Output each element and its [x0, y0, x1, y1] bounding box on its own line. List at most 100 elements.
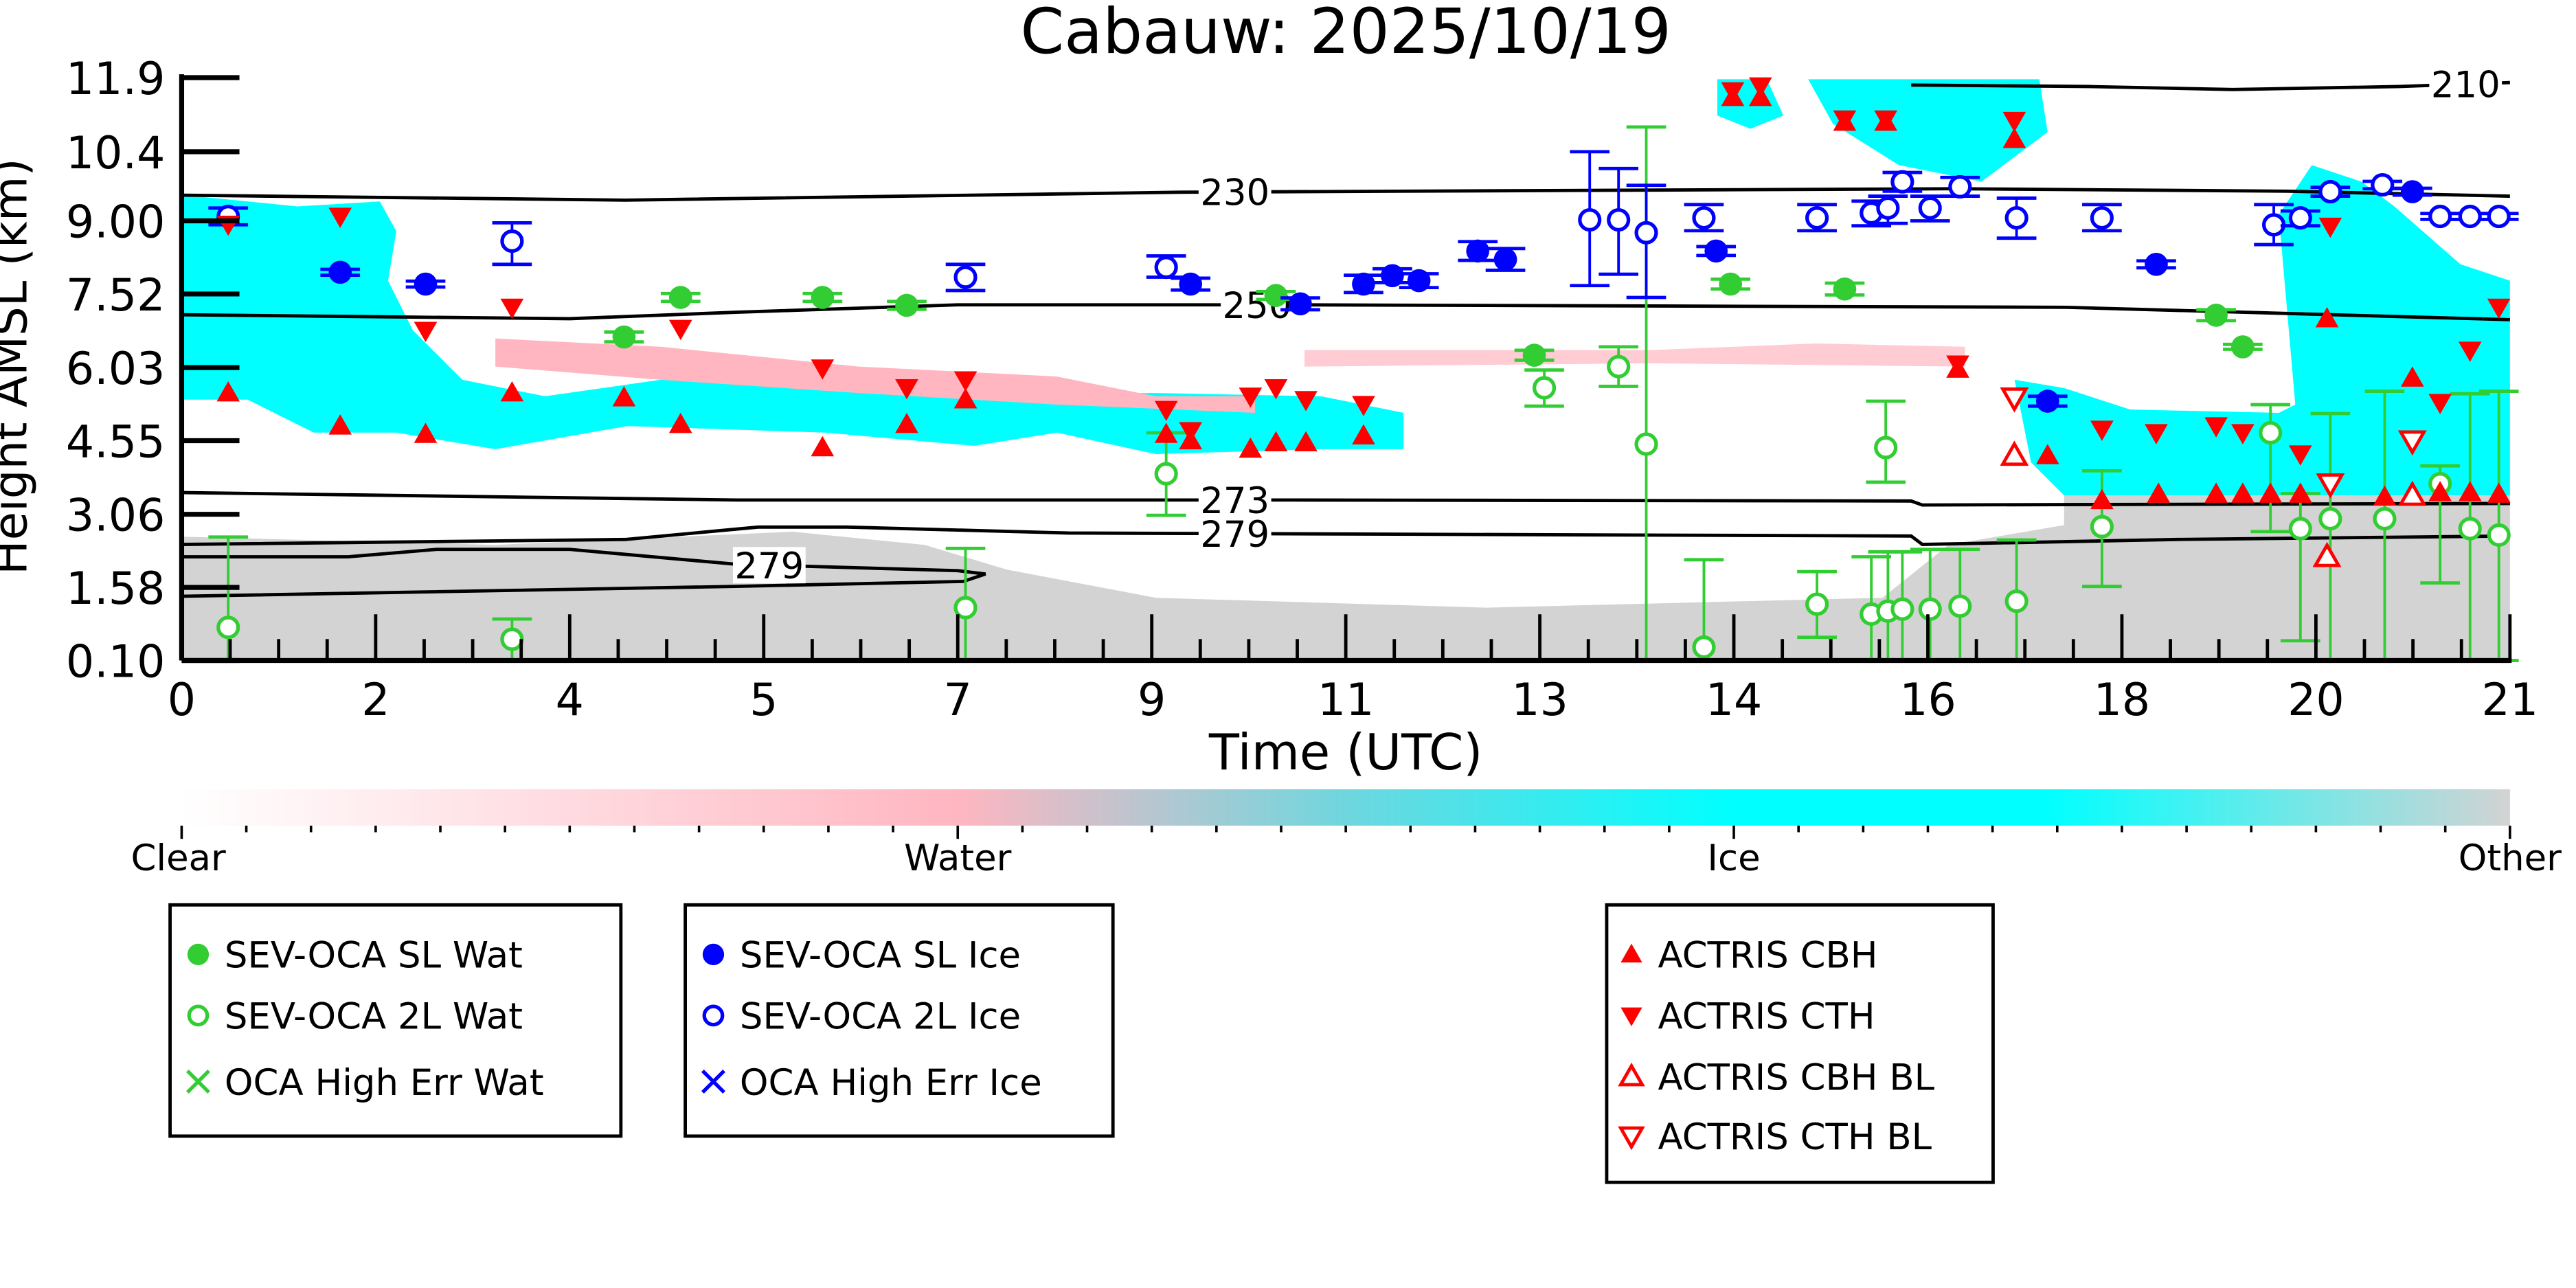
legend-label: SEV-OCA SL Ice — [740, 935, 1021, 977]
legend-actris-box — [1605, 903, 1995, 1184]
sev-oca-sl-ice-point — [1381, 264, 1404, 288]
legend-label: SEV-OCA SL Wat — [225, 935, 523, 977]
actris-cbh-point — [2373, 485, 2397, 506]
actris-cth-point — [328, 207, 352, 228]
sev-oca-sl-ice-point — [1352, 272, 1375, 296]
mask-ice-region — [181, 194, 1404, 455]
actris-cbh-point — [2231, 482, 2255, 503]
actris-cth-point — [2288, 445, 2312, 466]
sev-oca-2l-wat-point — [1154, 462, 1178, 486]
actris-cth-point — [2090, 420, 2114, 441]
y-tick-label: 10.4 — [66, 128, 165, 179]
sev-oca-sl-ice-point — [1466, 239, 1490, 263]
sev-oca-sl-wat-point — [895, 293, 918, 317]
y-tick-label: 11.9 — [66, 54, 165, 105]
contour-label: 230 — [1200, 172, 1269, 214]
sev-oca-2l-wat-point — [1874, 436, 1898, 460]
x-tick-label: 14 — [1706, 675, 1763, 726]
actris-cbh-point — [1264, 431, 1288, 452]
actris-cth-point — [2428, 394, 2452, 414]
sev-oca-2l-ice-point — [2458, 204, 2482, 229]
actris-cth-bl-point — [2397, 430, 2427, 456]
x-tick-label: 7 — [944, 675, 972, 726]
y-tick-label: 1.58 — [66, 563, 165, 615]
sev-oca-2l-ice-point — [2004, 206, 2029, 230]
actris-cbh-point — [811, 436, 835, 457]
actris-cth-point — [2002, 111, 2026, 133]
colorbar-label-ice: Ice — [1707, 837, 1760, 879]
actris-cth-point — [2204, 417, 2228, 438]
legend-marker-icon — [1620, 1007, 1642, 1026]
sev-oca-2l-wat-point — [1948, 594, 1972, 618]
sev-oca-sl-wat-point — [2204, 304, 2228, 327]
contour-label: 210 — [2431, 65, 2500, 106]
actris-cth-point — [2487, 298, 2511, 319]
sev-oca-2l-ice-point — [2487, 204, 2511, 229]
legend-marker-icon — [185, 1070, 210, 1094]
actris-cbh-point — [2487, 482, 2511, 503]
sev-oca-sl-ice-point — [1493, 247, 1517, 271]
actris-cth-point — [1239, 387, 1263, 408]
actris-cbh-point — [2204, 482, 2228, 503]
x-tick-label: 16 — [1899, 675, 1956, 726]
actris-cbh-point — [1352, 424, 1375, 444]
x-tick-label: 0 — [168, 675, 196, 726]
actris-cbh-bl-point — [2397, 480, 2427, 506]
sev-oca-2l-ice-point — [2288, 206, 2312, 230]
legend-label: ACTRIS CBH BL — [1658, 1057, 1934, 1099]
legend-label: OCA High Err Ice — [740, 1062, 1042, 1104]
legend-entries: SEV-OCA SL Wat SEV-OCA 2L Wat OCA High Err… — [185, 935, 1935, 1158]
sev-oca-2l-wat-point — [2318, 507, 2342, 531]
sev-oca-sl-wat-point — [612, 325, 636, 349]
x-tick-label: 2 — [361, 675, 389, 726]
sev-oca-2l-wat-point — [216, 615, 240, 640]
legend-marker-icon — [1618, 1062, 1645, 1087]
legend-ice-box — [683, 903, 1115, 1138]
legend-marker-icon — [1620, 943, 1642, 963]
x-tick-label: 21 — [2482, 675, 2539, 726]
actris-cth-point — [2318, 217, 2342, 238]
sev-oca-sl-ice-point — [414, 272, 438, 296]
actris-cbh-point — [2288, 482, 2312, 503]
legend-marker-icon — [702, 943, 725, 966]
sev-oca-2l-ice-point — [1918, 196, 1942, 220]
legend-marker-icon — [702, 1004, 725, 1027]
legend-label: ACTRIS CTH — [1658, 996, 1875, 1038]
legend-marker-icon — [187, 1004, 210, 1027]
actris-cbh-point — [953, 388, 978, 409]
y-tick-label: 3.06 — [66, 490, 165, 542]
chart-title: Cabauw: 2025/10/19 — [1020, 0, 1671, 68]
colorbar-label-water: Water — [904, 837, 1012, 879]
sev-oca-sl-ice-point — [2035, 389, 2059, 413]
legend-marker-icon — [701, 1070, 725, 1094]
sev-oca-2l-wat-point — [2259, 420, 2283, 445]
actris-cbh-point — [2428, 481, 2452, 501]
y-axis-label: Height AMSL (km) — [0, 158, 37, 575]
mask-mixed-strip — [1304, 343, 1965, 367]
sev-oca-2l-wat-point — [1890, 597, 1914, 621]
sev-oca-sl-wat-point — [811, 286, 835, 309]
y-tick-label: 4.55 — [66, 417, 165, 468]
sev-oca-2l-wat-point — [1692, 635, 1716, 659]
sev-oca-2l-ice-point — [1890, 170, 1914, 194]
sev-oca-2l-ice-point — [1805, 206, 1829, 230]
actris-cbh-point — [2035, 444, 2059, 464]
sev-oca-2l-wat-point — [2090, 515, 2114, 539]
actris-cth-point — [2458, 341, 2482, 362]
legend-label: OCA High Err Wat — [225, 1062, 544, 1104]
sev-oca-sl-wat-point — [2231, 335, 2255, 359]
contour-label: 279 — [734, 545, 804, 587]
actris-cth-point — [811, 359, 835, 380]
sev-oca-sl-wat-point — [668, 286, 692, 309]
sev-oca-sl-wat-point — [1719, 272, 1743, 296]
contour-line — [181, 187, 2510, 202]
actris-cbh-point — [328, 414, 352, 435]
sev-oca-2l-ice-point — [500, 229, 524, 253]
sev-oca-sl-ice-point — [1289, 292, 1312, 316]
actris-cth-point — [1833, 110, 1857, 131]
legend-marker-icon — [1618, 1126, 1645, 1151]
sev-oca-sl-wat-point — [1264, 284, 1288, 307]
colorbar-ticks — [180, 825, 2511, 839]
contour-line — [181, 303, 2510, 321]
